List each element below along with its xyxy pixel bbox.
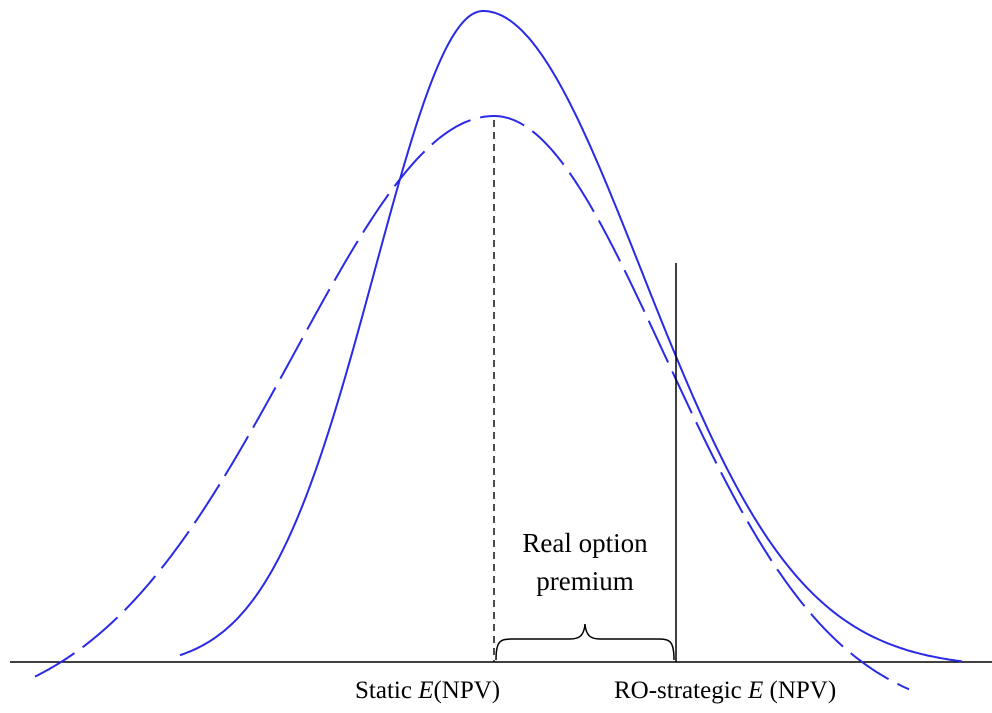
premium-brace <box>495 623 675 661</box>
real-option-premium-label: Real option premium <box>494 524 676 600</box>
ro-npv-prefix: RO-strategic <box>614 677 748 704</box>
ro-npv-e: E <box>747 677 764 704</box>
static-npv-prefix: Static <box>355 677 419 704</box>
premium-label-line-2: premium <box>536 566 634 596</box>
ro-npv-suffix: (NPV) <box>763 677 837 704</box>
static-npv-suffix: (NPV) <box>433 677 501 704</box>
static-npv-label: Static E(NPV) <box>355 676 500 706</box>
static-distribution-curve <box>34 115 910 691</box>
ro-strategic-npv-label: RO-strategic E (NPV) <box>614 676 836 706</box>
ro-strategic-distribution-curve <box>179 10 963 663</box>
premium-label-line-1: Real option <box>522 528 648 558</box>
static-npv-e: E <box>418 677 434 704</box>
